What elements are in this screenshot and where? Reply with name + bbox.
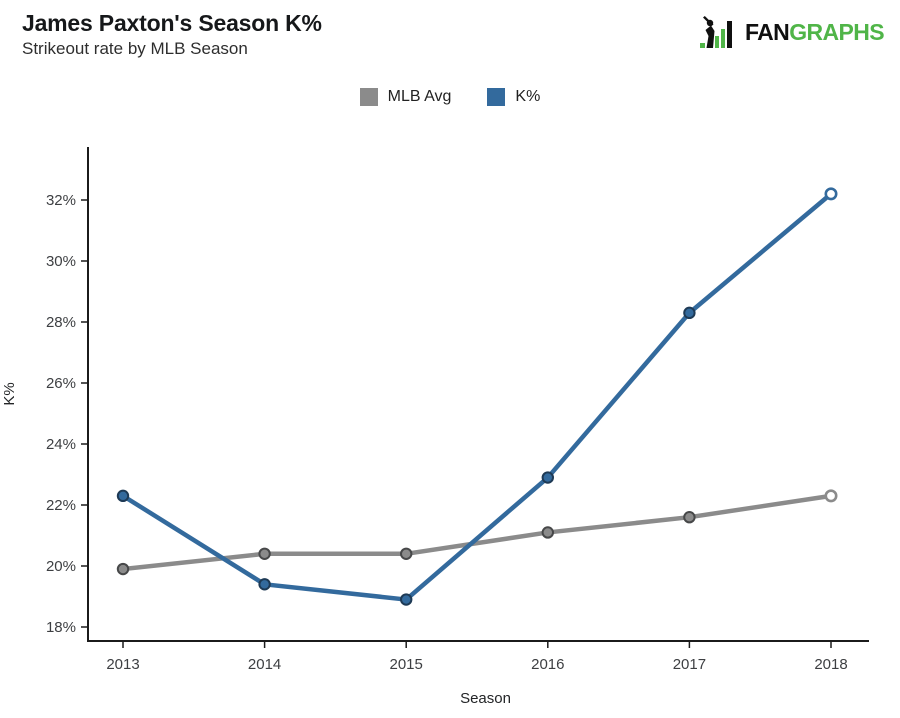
legend-label: K% xyxy=(515,88,541,105)
series-line-mlb-avg xyxy=(120,493,834,572)
data-point xyxy=(400,593,413,606)
data-point xyxy=(683,511,696,524)
y-tick-label: 18% xyxy=(46,619,76,636)
data-point xyxy=(258,578,271,591)
x-tick-label: 2014 xyxy=(248,656,281,673)
fangraphs-logo: FANGRAPHS xyxy=(699,16,885,48)
y-tick-label: 28% xyxy=(46,314,76,331)
kpct-swatch xyxy=(487,88,506,106)
chart-header: James Paxton's Season K% Strikeout rate … xyxy=(22,10,322,59)
fangraphs-wordmark: FANGRAPHS xyxy=(744,19,885,45)
data-point xyxy=(400,547,413,560)
mlb-avg-swatch xyxy=(359,88,378,106)
x-tick-label: 2016 xyxy=(531,656,564,673)
y-tick-label: 32% xyxy=(46,192,76,209)
legend-item-kpct: K% xyxy=(487,88,540,106)
legend-label: MLB Avg xyxy=(387,88,452,105)
chart-legend: MLB Avg K% xyxy=(0,88,900,106)
data-point xyxy=(258,547,271,560)
legend-item-mlb-avg: MLB Avg xyxy=(359,88,452,106)
data-point xyxy=(824,489,838,503)
x-axis-title: Season xyxy=(460,690,511,707)
y-tick-label: 24% xyxy=(46,436,76,453)
fangraphs-batter-barchart-icon xyxy=(699,16,732,48)
x-tick-label: 2018 xyxy=(814,656,847,673)
series-line-k- xyxy=(120,191,834,602)
data-point xyxy=(683,306,696,320)
y-tick-label: 20% xyxy=(46,558,76,575)
x-tick-label: 2013 xyxy=(106,656,139,673)
page-subtitle: Strikeout rate by MLB Season xyxy=(22,39,248,59)
x-tick-label: 2015 xyxy=(390,656,423,673)
y-tick-label: 22% xyxy=(46,497,76,514)
data-point xyxy=(116,489,130,503)
x-tick-label: 2017 xyxy=(673,656,706,673)
data-point xyxy=(541,471,554,484)
y-axis-title: K% xyxy=(1,382,18,405)
data-point xyxy=(116,562,130,576)
data-point xyxy=(541,526,554,539)
page-title: James Paxton's Season K% xyxy=(22,10,322,36)
y-tick-label: 26% xyxy=(46,375,76,392)
y-tick-label: 30% xyxy=(46,253,76,270)
data-point xyxy=(824,187,838,201)
